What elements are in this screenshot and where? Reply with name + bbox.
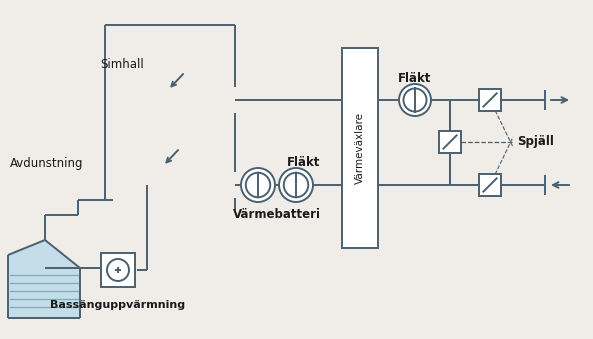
- Bar: [342, 48, 378, 248]
- Text: Avdunstning: Avdunstning: [10, 157, 84, 170]
- Polygon shape: [8, 240, 80, 318]
- Text: Simhall: Simhall: [100, 59, 144, 72]
- Circle shape: [399, 84, 431, 116]
- Text: Fläkt: Fläkt: [398, 72, 432, 84]
- Bar: [479, 174, 501, 196]
- Text: Bassänguppvärmning: Bassänguppvärmning: [50, 300, 186, 310]
- Text: Fläkt: Fläkt: [288, 156, 321, 168]
- Bar: [101, 253, 135, 287]
- Circle shape: [241, 168, 275, 202]
- Circle shape: [107, 259, 129, 281]
- Text: Värmebatteri: Värmebatteri: [233, 208, 321, 221]
- Bar: [479, 89, 501, 111]
- Bar: [439, 131, 461, 153]
- Text: Värmeväxlare: Värmeväxlare: [355, 112, 365, 184]
- Circle shape: [279, 168, 313, 202]
- Text: Spjäll: Spjäll: [517, 136, 554, 148]
